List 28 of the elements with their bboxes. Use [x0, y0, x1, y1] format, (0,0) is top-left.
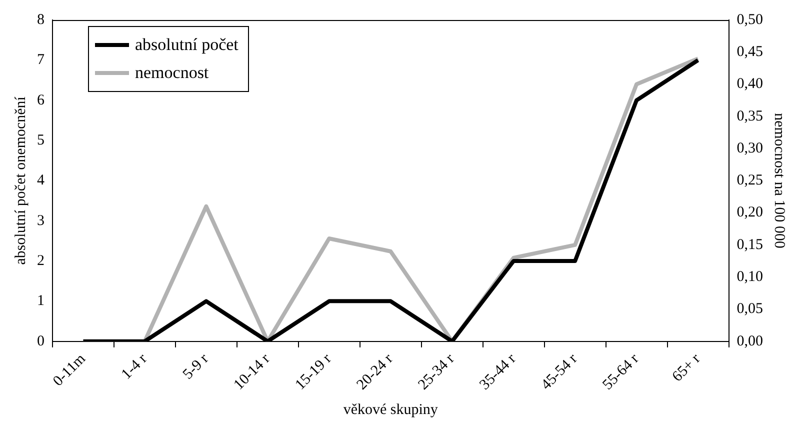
y2-tick-label: 0,15 — [736, 236, 763, 253]
legend-label: absolutní počet — [135, 35, 238, 55]
y-tick-label: 3 — [37, 212, 44, 229]
y2-tick-label: 0,20 — [736, 204, 763, 221]
y-tick-label: 1 — [37, 293, 44, 310]
x-tick-label: 5-9 r — [180, 351, 212, 383]
legend-label: nemocnost — [135, 63, 209, 83]
y2-tick-label: 0,45 — [736, 44, 763, 60]
y-tick-label: 0 — [37, 333, 44, 350]
x-tick-label: 1-4 r — [118, 351, 150, 383]
y2-axis-title: nemocnost na 100 000 — [771, 112, 788, 248]
y-tick-label: 5 — [37, 132, 44, 148]
y2-tick-label: 0,00 — [736, 333, 763, 350]
y2-tick-label: 0,40 — [736, 76, 763, 92]
y-tick-label: 2 — [37, 252, 44, 269]
x-tick-label: 65+ r — [670, 351, 704, 386]
y-axis-title: absolutní počet onemocnění — [12, 96, 29, 265]
y2-tick-label: 0,10 — [736, 269, 763, 286]
y-tick-label: 8 — [37, 12, 44, 28]
y2-tick-label: 0,25 — [736, 172, 763, 189]
y2-tick-label: 0,05 — [736, 301, 763, 318]
y2-tick-label: 0,50 — [736, 12, 763, 28]
y2-tick-label: 0,30 — [736, 140, 763, 156]
y-tick-label: 6 — [37, 92, 45, 108]
y2-tick-label: 0,35 — [736, 108, 763, 124]
x-axis-title: věkové skupiny — [343, 402, 438, 418]
y-tick-label: 4 — [37, 172, 45, 189]
y-tick-label: 7 — [37, 52, 45, 68]
